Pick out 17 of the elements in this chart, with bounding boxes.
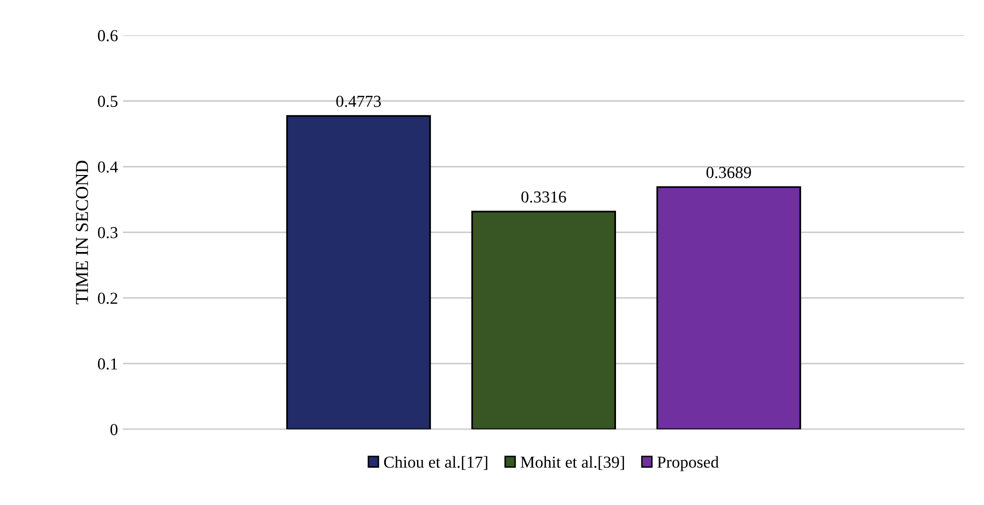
y-tick-label: 0.1 — [98, 358, 118, 370]
data-label: 0.3316 — [521, 191, 566, 203]
y-axis-title: TIME IN SECOND — [76, 160, 88, 304]
legend-label: Mohit et al.[39] — [520, 456, 624, 470]
y-tick-label: 0.2 — [98, 292, 118, 304]
bar — [656, 186, 802, 430]
data-label: 0.4773 — [336, 96, 381, 108]
data-label: 0.3689 — [706, 166, 751, 178]
y-tick-label: 0.4 — [98, 161, 118, 173]
legend-label: Chiou et al.[17] — [384, 456, 488, 470]
y-tick-label: 0 — [110, 424, 118, 436]
bar — [286, 115, 431, 430]
y-tick-label: 0.5 — [98, 96, 118, 108]
bar — [471, 210, 616, 430]
y-tick-label: 0.6 — [98, 30, 118, 42]
legend-label: Proposed — [657, 456, 719, 472]
y-tick-label: 0.3 — [98, 227, 118, 238]
